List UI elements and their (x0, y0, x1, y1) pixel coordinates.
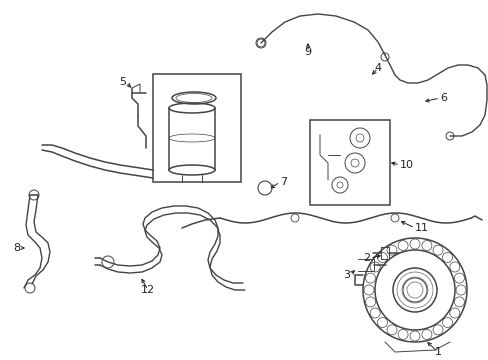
Text: 5: 5 (119, 77, 126, 87)
Text: 6: 6 (439, 93, 446, 103)
Text: 10: 10 (399, 160, 413, 170)
Bar (153, 74, 241, 182)
Text: 3: 3 (342, 270, 349, 280)
Text: 12: 12 (141, 285, 155, 295)
Bar (309, 120, 389, 205)
Text: 8: 8 (13, 243, 20, 253)
Text: 1: 1 (434, 347, 441, 357)
Text: 11: 11 (414, 223, 428, 233)
Text: 9: 9 (304, 47, 311, 57)
Text: 7: 7 (280, 177, 286, 187)
Text: 2: 2 (362, 253, 369, 263)
Text: 4: 4 (374, 63, 381, 73)
